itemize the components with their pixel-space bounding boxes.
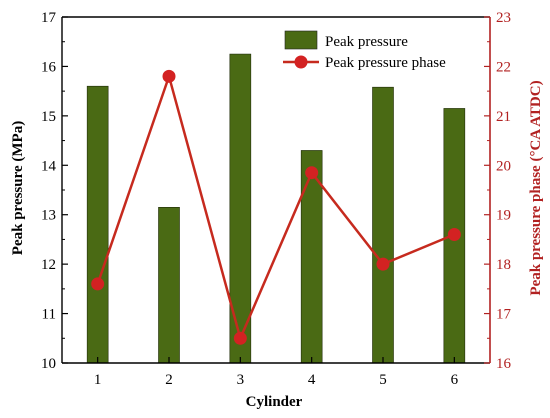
x-tick-label: 4 — [308, 372, 316, 388]
y-left-tick-label: 11 — [42, 307, 56, 323]
bar-cylinder-3 — [229, 53, 252, 364]
y-left-tick-label: 13 — [41, 208, 56, 224]
x-tick-label: 2 — [165, 372, 173, 388]
legend-swatch-marker — [294, 55, 308, 69]
y-right-tick-label: 21 — [496, 109, 511, 125]
point-cylinder-4 — [305, 166, 319, 180]
point-cylinder-5 — [376, 257, 390, 271]
y-right-tick-label: 18 — [496, 257, 511, 273]
x-tick-label: 5 — [379, 372, 387, 388]
x-tick-label: 6 — [451, 372, 459, 388]
y-left-tick-label: 15 — [41, 109, 56, 125]
point-cylinder-6 — [447, 227, 461, 241]
y-left-tick-label: 16 — [41, 59, 57, 75]
y-right-tick-label: 19 — [496, 208, 511, 224]
y-right-tick-label: 23 — [496, 10, 511, 26]
y-axis-left-title: Peak pressure (MPa) — [10, 121, 26, 255]
x-tick-label: 3 — [237, 372, 245, 388]
y-axis-right-title: Peak pressure phase (°CA ATDC) — [528, 80, 544, 295]
y-left-tick-label: 17 — [41, 10, 57, 26]
y-left-tick-label: 12 — [41, 257, 56, 273]
point-cylinder-1 — [91, 277, 105, 291]
bar-series — [86, 53, 466, 364]
y-left-tick-label: 10 — [41, 356, 56, 372]
x-tick-label: 1 — [94, 372, 102, 388]
y-left-tick-label: 14 — [41, 158, 57, 174]
point-cylinder-3 — [233, 331, 247, 345]
bar-cylinder-5 — [372, 86, 394, 364]
point-cylinder-2 — [162, 69, 176, 83]
x-axis-title: Cylinder — [246, 394, 303, 410]
y-right-tick-label: 17 — [496, 307, 512, 323]
bar-cylinder-2 — [158, 207, 180, 364]
legend-label-line: Peak pressure phase — [325, 55, 446, 71]
bar-cylinder-1 — [86, 85, 109, 364]
legend: Peak pressure Peak pressure phase — [283, 30, 446, 71]
line-peak-pressure-phase — [96, 72, 455, 343]
y-right-tick-label: 22 — [496, 59, 511, 75]
line-series — [91, 69, 461, 345]
y-right-tick-label: 16 — [496, 356, 512, 372]
y-right-tick-label: 20 — [496, 158, 511, 174]
legend-label-bar: Peak pressure — [325, 34, 408, 50]
legend-swatch-bar — [284, 30, 318, 50]
